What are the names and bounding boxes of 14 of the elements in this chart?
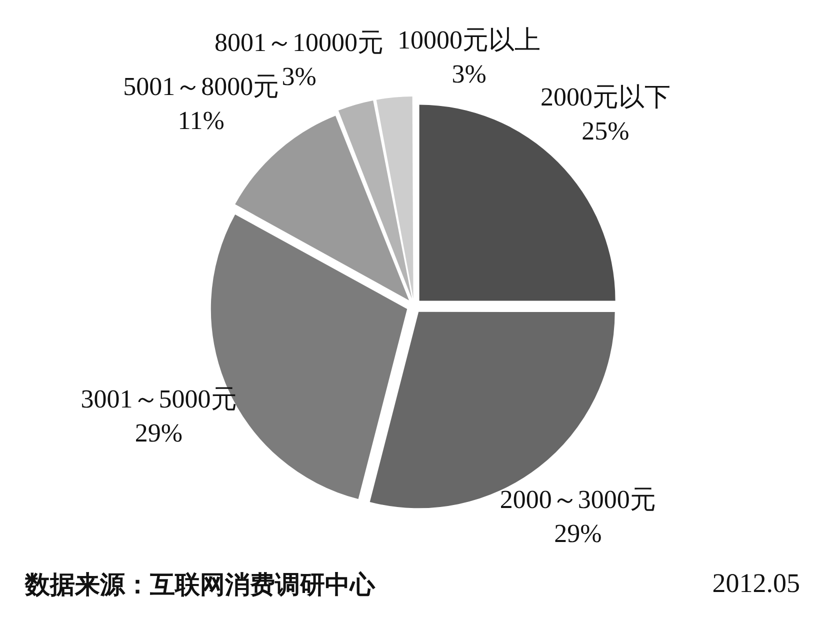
- slice-label: 3001～5000元: [80, 384, 237, 414]
- text: 2012.05: [712, 568, 800, 599]
- data-label: 29%: [554, 519, 602, 548]
- slice-label: 2000元以下: [540, 82, 670, 112]
- data-label: 3%: [282, 62, 316, 92]
- slice-label: 2000～3000元: [500, 485, 656, 514]
- data-label: 3%: [452, 60, 486, 89]
- slice-label: 10000元以上: [398, 26, 541, 55]
- source-note: 数据来源：互联网消费调研中心: [25, 569, 375, 601]
- data-label: 25%: [582, 116, 630, 146]
- slice-label: 5001～8000元: [123, 72, 280, 101]
- data-label: 29%: [134, 418, 183, 448]
- slice-label: 8001～10000元: [214, 28, 384, 58]
- data-label: 11%: [178, 106, 224, 135]
